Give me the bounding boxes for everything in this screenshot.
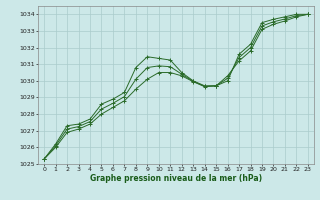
X-axis label: Graphe pression niveau de la mer (hPa): Graphe pression niveau de la mer (hPa) — [90, 174, 262, 183]
